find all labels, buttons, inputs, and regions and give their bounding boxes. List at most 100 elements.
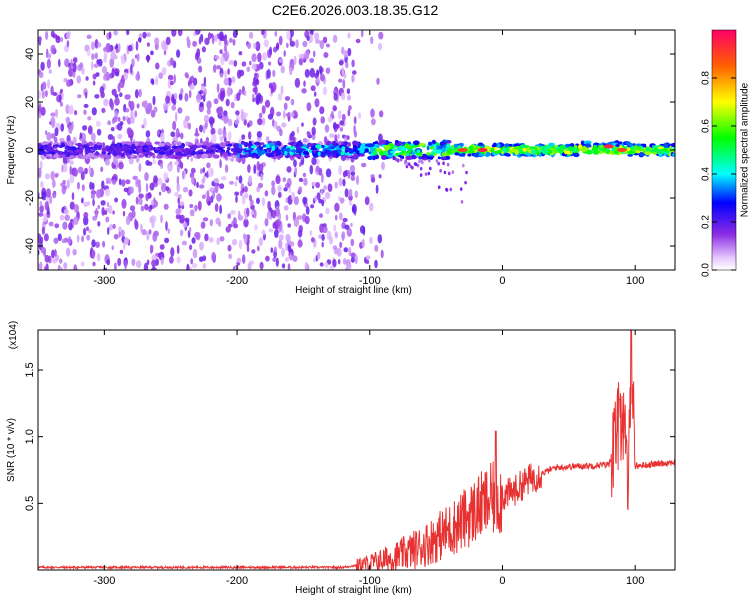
heatmap-cell (220, 72, 224, 78)
y-tick-label: -20 (24, 190, 36, 206)
heatmap-cell (177, 30, 183, 37)
heatmap-cell (243, 90, 247, 96)
heatmap-cell (186, 38, 191, 49)
heatmap-cell (360, 30, 364, 38)
heatmap-cell (235, 176, 239, 181)
heatmap-cell (418, 159, 421, 164)
heatmap-cell (234, 191, 240, 196)
heatmap-cell (175, 151, 183, 157)
heatmap-cell (135, 40, 139, 51)
heatmap-cell (350, 256, 355, 263)
heatmap-cell (73, 151, 78, 156)
heatmap-cell (490, 147, 495, 153)
heatmap-cell (201, 153, 209, 159)
heatmap-cell (51, 249, 55, 259)
heatmap-cell (243, 218, 249, 228)
heatmap-cell (264, 218, 269, 227)
heatmap-cell (41, 81, 47, 90)
heatmap-cell (122, 116, 126, 121)
heatmap-cell (632, 150, 636, 155)
heatmap-cell (64, 146, 69, 150)
heatmap-cell (43, 233, 49, 242)
heatmap-cell (412, 140, 420, 146)
heatmap-cell (72, 249, 77, 256)
heatmap-cell (238, 175, 243, 184)
heatmap-cell (247, 262, 252, 270)
chart-title: C2E6.2026.003.18.35.G12 (271, 2, 439, 18)
heatmap-cell (157, 177, 163, 185)
heatmap-cell (83, 215, 89, 226)
heatmap-cell (508, 143, 513, 147)
heatmap-cell (480, 145, 485, 148)
heatmap-cell (235, 110, 240, 116)
heatmap-cell (428, 141, 433, 146)
heatmap-cell (378, 31, 384, 40)
heatmap-cell (265, 143, 270, 149)
heatmap-cell (59, 258, 63, 264)
heatmap-cell (253, 141, 261, 146)
heatmap-cell (272, 257, 276, 263)
heatmap-cell (358, 154, 365, 157)
heatmap-cell (345, 61, 349, 69)
heatmap-cell (147, 192, 152, 199)
heatmap-cell (108, 224, 113, 231)
heatmap-cell (189, 204, 194, 208)
heatmap-cell (557, 149, 563, 152)
heatmap-cell (258, 182, 263, 189)
heatmap-cell (378, 42, 383, 51)
heatmap-cell (268, 228, 274, 233)
heatmap-cell (165, 141, 170, 145)
heatmap-cell (387, 154, 394, 158)
heatmap-cell (115, 48, 120, 54)
heatmap-cell (95, 120, 101, 127)
heatmap-cell (302, 40, 308, 48)
heatmap-cell (663, 142, 668, 148)
heatmap-cell (211, 34, 215, 45)
heatmap-cell (86, 34, 92, 39)
heatmap-cell (232, 39, 236, 46)
heatmap-cell (286, 30, 291, 40)
heatmap-cell (337, 110, 342, 120)
heatmap-cell (296, 126, 300, 134)
heatmap-cell (350, 238, 355, 247)
heatmap-cell (59, 214, 65, 221)
heatmap-cell (157, 252, 163, 258)
heatmap-cell (214, 183, 219, 194)
heatmap-cell (372, 150, 378, 156)
heatmap-cell (94, 52, 98, 60)
heatmap-cell (155, 76, 159, 86)
heatmap-cell (145, 130, 151, 138)
heatmap-cell (312, 117, 317, 126)
heatmap-cell (352, 70, 357, 75)
heatmap-cell (578, 144, 583, 150)
heatmap-cell (277, 185, 282, 192)
heatmap-cell (107, 227, 110, 235)
heatmap-cell (160, 132, 165, 142)
heatmap-cell (151, 199, 154, 206)
heatmap-cell (83, 227, 87, 236)
heatmap-cell (117, 257, 122, 267)
heatmap-cell (227, 213, 232, 219)
heatmap-cell (324, 262, 329, 268)
heatmap-cell (103, 51, 108, 60)
heatmap-cell (280, 85, 284, 95)
heatmap-cell (369, 236, 373, 245)
heatmap-cell (298, 225, 303, 233)
heatmap-cell (54, 146, 58, 149)
heatmap-cell (92, 73, 97, 80)
heatmap-cell (508, 149, 513, 154)
heatmap-cell (167, 165, 173, 171)
heatmap-cell (54, 127, 59, 137)
heatmap-cell (202, 124, 206, 134)
heatmap-cell (211, 147, 217, 151)
heatmap-cell (216, 83, 220, 93)
heatmap-cell (79, 62, 84, 69)
heatmap-cell (265, 152, 270, 157)
heatmap-cell (278, 239, 283, 250)
heatmap-cell (68, 105, 74, 115)
heatmap-cell (59, 137, 65, 143)
heatmap-cell (195, 30, 200, 35)
heatmap-cell (111, 88, 117, 96)
heatmap-cell (372, 141, 377, 145)
heatmap-cell (230, 101, 235, 109)
